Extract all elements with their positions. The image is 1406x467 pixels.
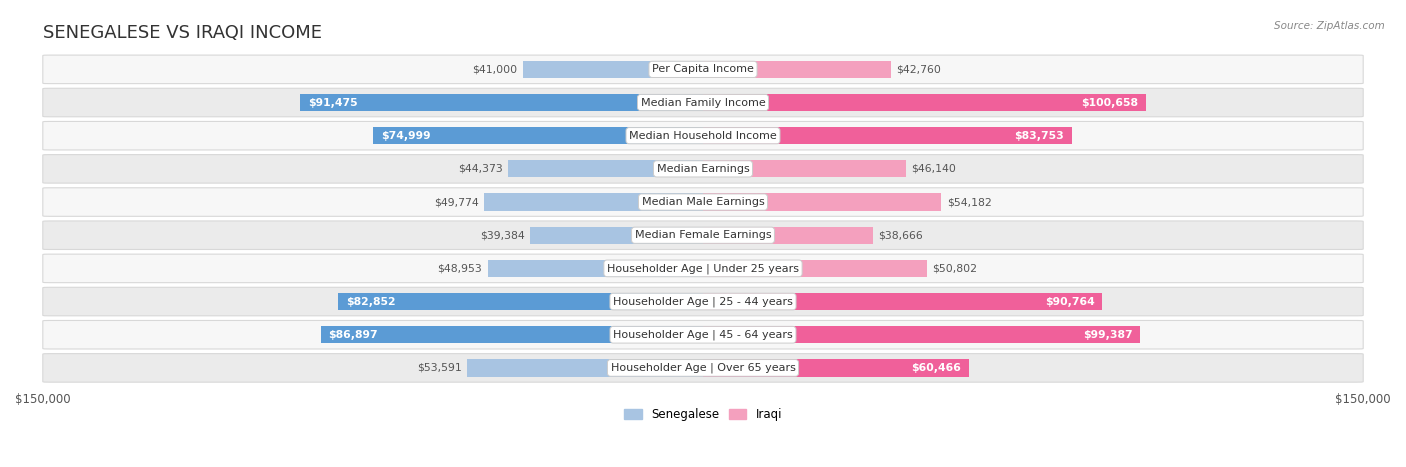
Text: Householder Age | Under 25 years: Householder Age | Under 25 years <box>607 263 799 274</box>
Text: $49,774: $49,774 <box>434 197 478 207</box>
Text: $100,658: $100,658 <box>1081 98 1137 107</box>
Text: Median Female Earnings: Median Female Earnings <box>634 230 772 240</box>
Text: Householder Age | 25 - 44 years: Householder Age | 25 - 44 years <box>613 296 793 307</box>
Text: Source: ZipAtlas.com: Source: ZipAtlas.com <box>1274 21 1385 31</box>
Text: $53,591: $53,591 <box>418 363 461 373</box>
Bar <box>508 160 703 177</box>
Bar <box>339 293 703 310</box>
Text: Householder Age | 45 - 64 years: Householder Age | 45 - 64 years <box>613 330 793 340</box>
Bar <box>703 61 891 78</box>
Text: $99,387: $99,387 <box>1083 330 1132 340</box>
Text: $50,802: $50,802 <box>932 263 977 273</box>
Text: $91,475: $91,475 <box>308 98 359 107</box>
Text: SENEGALESE VS IRAQI INCOME: SENEGALESE VS IRAQI INCOME <box>42 24 322 42</box>
FancyBboxPatch shape <box>42 320 1364 349</box>
Text: Median Family Income: Median Family Income <box>641 98 765 107</box>
Text: $44,373: $44,373 <box>458 164 502 174</box>
Bar <box>703 193 942 211</box>
Text: $86,897: $86,897 <box>329 330 378 340</box>
Bar <box>703 226 873 244</box>
FancyBboxPatch shape <box>42 88 1364 117</box>
FancyBboxPatch shape <box>42 188 1364 216</box>
Bar <box>703 359 969 376</box>
Bar <box>703 160 905 177</box>
Text: $83,753: $83,753 <box>1014 131 1064 141</box>
Text: Median Household Income: Median Household Income <box>628 131 778 141</box>
Text: Median Earnings: Median Earnings <box>657 164 749 174</box>
Bar <box>488 260 703 277</box>
FancyBboxPatch shape <box>42 287 1364 316</box>
Text: $41,000: $41,000 <box>472 64 517 74</box>
Text: Median Male Earnings: Median Male Earnings <box>641 197 765 207</box>
Bar <box>467 359 703 376</box>
FancyBboxPatch shape <box>42 55 1364 84</box>
Bar <box>523 61 703 78</box>
Text: Householder Age | Over 65 years: Householder Age | Over 65 years <box>610 363 796 373</box>
Text: $60,466: $60,466 <box>911 363 962 373</box>
Bar <box>321 326 703 343</box>
Legend: Senegalese, Iraqi: Senegalese, Iraqi <box>619 403 787 426</box>
FancyBboxPatch shape <box>42 121 1364 150</box>
FancyBboxPatch shape <box>42 155 1364 183</box>
Text: $74,999: $74,999 <box>381 131 430 141</box>
FancyBboxPatch shape <box>42 254 1364 283</box>
FancyBboxPatch shape <box>42 221 1364 249</box>
Text: $90,764: $90,764 <box>1045 297 1094 306</box>
Bar <box>484 193 703 211</box>
Bar <box>373 127 703 144</box>
Bar <box>301 94 703 111</box>
Text: $48,953: $48,953 <box>437 263 482 273</box>
Text: $39,384: $39,384 <box>479 230 524 240</box>
Text: $46,140: $46,140 <box>911 164 956 174</box>
FancyBboxPatch shape <box>42 354 1364 382</box>
Text: $54,182: $54,182 <box>946 197 991 207</box>
Bar <box>703 260 927 277</box>
Bar <box>703 293 1102 310</box>
Text: $38,666: $38,666 <box>879 230 924 240</box>
Bar <box>703 127 1071 144</box>
Bar <box>530 226 703 244</box>
Bar <box>703 326 1140 343</box>
Text: $82,852: $82,852 <box>346 297 396 306</box>
Text: Per Capita Income: Per Capita Income <box>652 64 754 74</box>
Bar <box>703 94 1146 111</box>
Text: $42,760: $42,760 <box>897 64 942 74</box>
